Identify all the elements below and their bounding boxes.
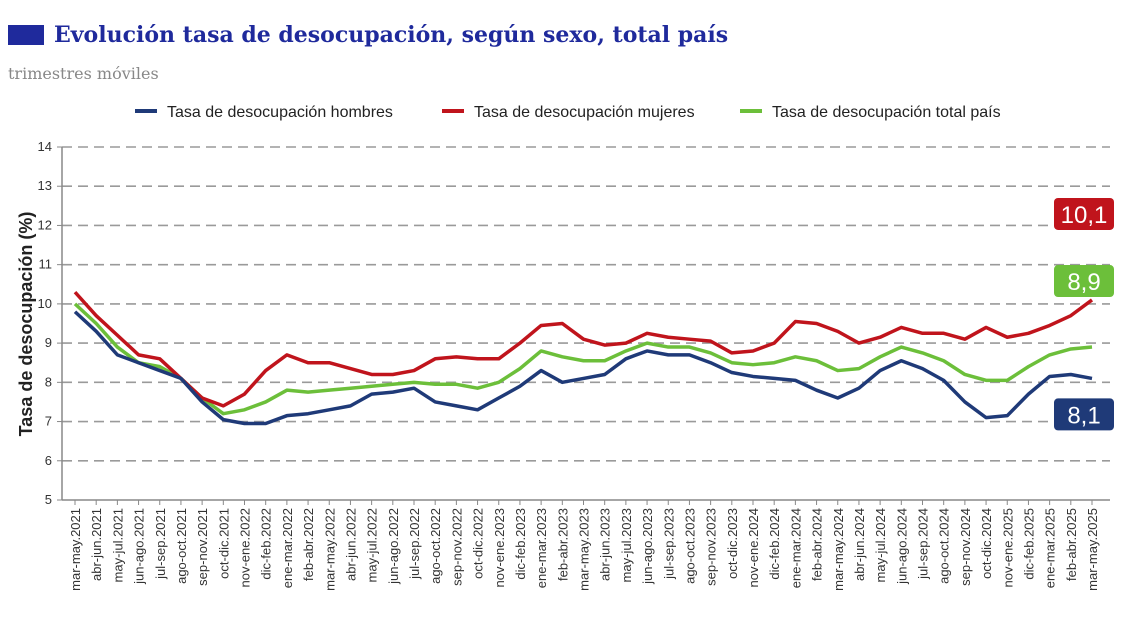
x-tick-label: sep-nov.2024 — [958, 508, 973, 586]
x-tick-label: feb-abr.2023 — [555, 508, 570, 581]
x-tick-label: jul-sep.2023 — [661, 508, 676, 580]
x-tick-label: may-jul.2023 — [619, 508, 634, 582]
x-tick-label: ago-oct.2023 — [682, 508, 697, 584]
x-tick-label: jun-ago.2021 — [132, 508, 147, 585]
y-tick-label: 14 — [38, 139, 52, 154]
series-line-0 — [73, 310, 1093, 426]
end-value-label-1: 10,1 — [1061, 202, 1108, 229]
x-tick-label: ene-mar.2024 — [788, 508, 803, 588]
x-tick-label: may-jul.2024 — [873, 508, 888, 582]
x-tick-label: dic-feb.2025 — [1021, 508, 1036, 580]
x-tick-label: jul-sep.2021 — [153, 508, 168, 580]
legend-label-1: Tasa de desocupación mujeres — [474, 104, 695, 121]
end-value-label-0: 8,1 — [1067, 402, 1100, 429]
x-tick-label: ago-oct.2021 — [174, 508, 189, 584]
end-value-badge-2 — [1054, 265, 1114, 298]
x-tick-label: oct-dic.2023 — [725, 508, 740, 579]
x-tick-label: may-jul.2021 — [110, 508, 125, 582]
x-tick-label: ene-mar.2025 — [1043, 508, 1058, 588]
x-tick-label: dic-feb.2024 — [767, 508, 782, 580]
x-tick-label: sep-nov.2022 — [449, 508, 464, 586]
x-tick-label: jun-ago.2024 — [894, 508, 909, 585]
x-tick-label: oct-dic.2021 — [216, 508, 231, 579]
x-tick-label: jun-ago.2023 — [640, 508, 655, 585]
x-tick-label: ago-oct.2024 — [937, 508, 952, 584]
x-tick-label: jul-sep.2022 — [407, 508, 422, 580]
x-tick-label: ene-mar.2022 — [280, 508, 295, 588]
x-tick-label: feb-abr.2025 — [1064, 508, 1079, 581]
y-axis-label: Tasa de desocupación (%) — [16, 212, 36, 437]
x-tick-label: ago-oct.2022 — [428, 508, 443, 584]
y-tick-label: 5 — [45, 492, 52, 507]
x-tick-label: nov-ene.2023 — [492, 508, 507, 588]
y-tick-label: 8 — [45, 374, 52, 389]
y-tick-label: 6 — [45, 453, 52, 468]
chart-subtitle: trimestres móviles — [8, 64, 159, 83]
y-tick-label: 9 — [45, 335, 52, 350]
x-tick-label: jul-sep.2024 — [916, 508, 931, 580]
x-tick-label: oct-dic.2024 — [979, 508, 994, 579]
legend-label-0: Tasa de desocupación hombres — [167, 104, 393, 121]
x-tick-label: oct-dic.2022 — [471, 508, 486, 579]
title-marker-icon — [8, 25, 44, 45]
x-tick-label: mar-may.2024 — [831, 508, 846, 591]
x-tick-label: ene-mar.2023 — [534, 508, 549, 588]
y-tick-label: 7 — [45, 414, 52, 429]
x-tick-label: nov-ene.2025 — [1000, 508, 1015, 588]
end-value-badge-1 — [1054, 197, 1114, 230]
x-tick-label: sep-nov.2021 — [195, 508, 210, 586]
x-tick-label: abr-jun.2024 — [852, 508, 867, 581]
x-tick-label: abr-jun.2023 — [598, 508, 613, 581]
end-value-badge-0 — [1054, 398, 1114, 431]
x-tick-label: nov-ene.2024 — [746, 508, 761, 588]
x-tick-label: feb-abr.2024 — [810, 508, 825, 581]
x-tick-label: abr-jun.2021 — [89, 508, 104, 581]
x-tick-label: dic-feb.2023 — [513, 508, 528, 580]
y-tick-label: 13 — [38, 178, 52, 193]
end-value-label-2: 8,9 — [1067, 269, 1100, 296]
x-tick-label: mar-may.2022 — [322, 508, 337, 591]
series-line-2 — [73, 302, 1093, 416]
chart-title: Evolución tasa de desocupación, según se… — [54, 22, 729, 48]
x-tick-label: mar-may.2021 — [68, 508, 83, 591]
x-tick-label: abr-jun.2022 — [343, 508, 358, 581]
x-tick-label: dic-feb.2022 — [259, 508, 274, 580]
x-tick-label: mar-may.2025 — [1085, 508, 1100, 591]
x-tick-label: nov-ene.2022 — [238, 508, 253, 588]
legend-label-2: Tasa de desocupación total país — [772, 104, 1001, 121]
x-tick-label: sep-nov.2023 — [704, 508, 719, 586]
y-tick-label: 12 — [38, 217, 52, 232]
x-tick-label: jun-ago.2022 — [386, 508, 401, 585]
chart-header: Evolución tasa de desocupación, según se… — [8, 22, 728, 48]
x-tick-label: mar-may.2023 — [577, 508, 592, 591]
y-tick-label: 10 — [38, 296, 52, 311]
series-line-1 — [73, 290, 1094, 408]
y-tick-label: 11 — [39, 257, 53, 272]
x-tick-label: feb-abr.2022 — [301, 508, 316, 581]
x-tick-label: may-jul.2022 — [365, 508, 380, 582]
